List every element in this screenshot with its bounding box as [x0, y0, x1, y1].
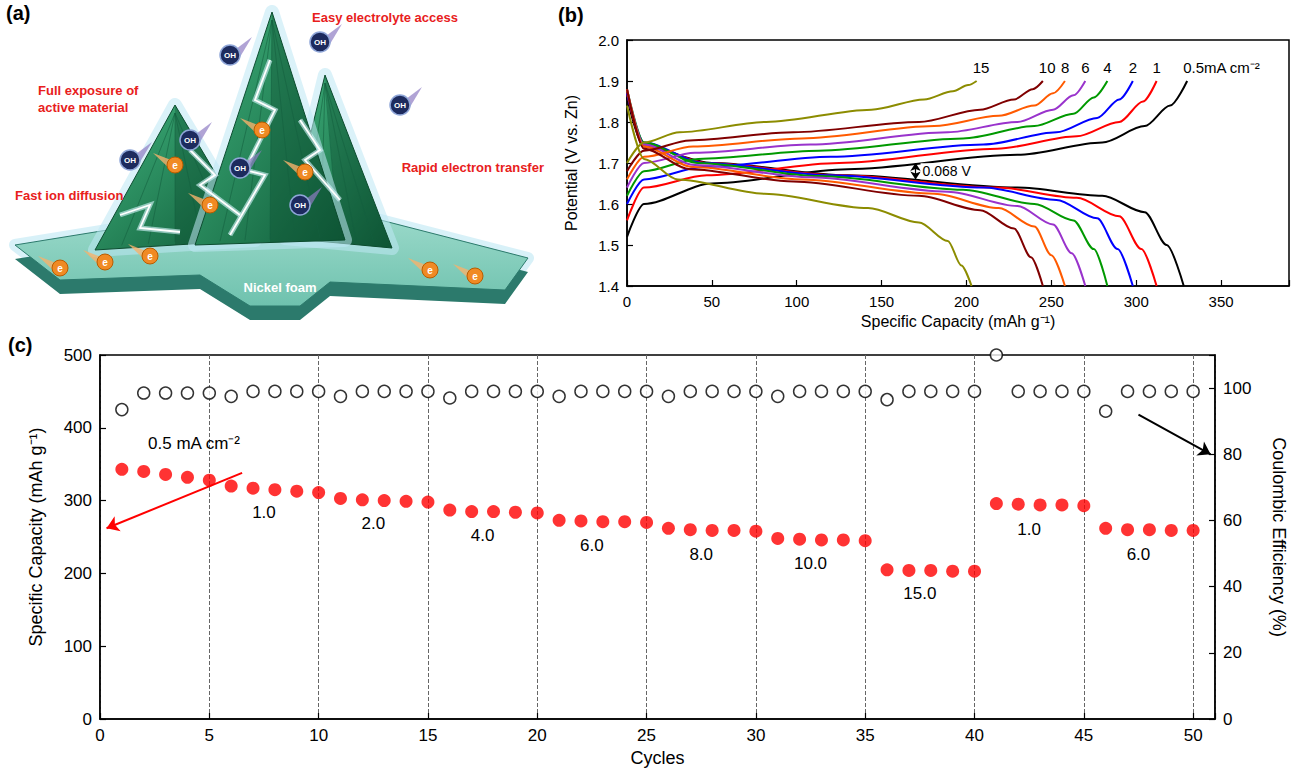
- svg-text:Rapid electron transfer: Rapid electron transfer: [402, 160, 544, 175]
- svg-text:1.7: 1.7: [598, 155, 619, 172]
- svg-text:0.5 mA cm⁻²: 0.5 mA cm⁻²: [148, 434, 240, 453]
- svg-text:e: e: [57, 263, 63, 274]
- svg-text:300: 300: [64, 491, 92, 510]
- svg-text:1.4: 1.4: [598, 278, 619, 295]
- svg-text:Nickel foam: Nickel foam: [244, 280, 317, 295]
- svg-text:50: 50: [704, 293, 721, 310]
- svg-text:8: 8: [1061, 59, 1069, 76]
- svg-text:OH: OH: [234, 164, 246, 173]
- html-text:(b): (b): [558, 4, 584, 26]
- svg-text:1.8: 1.8: [598, 114, 619, 131]
- svg-text:60: 60: [1223, 511, 1242, 530]
- svg-text:15: 15: [418, 726, 437, 745]
- svg-text:1.6: 1.6: [598, 196, 619, 213]
- svg-text:Specific Capacity (mAh g⁻¹): Specific Capacity (mAh g⁻¹): [861, 313, 1055, 330]
- svg-text:e: e: [472, 271, 478, 282]
- svg-text:10: 10: [1039, 59, 1056, 76]
- svg-text:1.0: 1.0: [252, 503, 276, 522]
- svg-text:350: 350: [1209, 293, 1234, 310]
- svg-text:2: 2: [1129, 59, 1137, 76]
- svg-text:50: 50: [1184, 726, 1203, 745]
- svg-text:40: 40: [1223, 577, 1242, 596]
- svg-text:active material: active material: [38, 100, 128, 115]
- svg-text:100: 100: [1223, 379, 1251, 398]
- svg-text:Full exposure of: Full exposure of: [38, 83, 139, 98]
- svg-text:0: 0: [1223, 710, 1232, 729]
- svg-text:0: 0: [623, 293, 631, 310]
- svg-text:35: 35: [856, 726, 875, 745]
- svg-text:20: 20: [1223, 643, 1242, 662]
- svg-text:0: 0: [83, 710, 92, 729]
- svg-text:e: e: [102, 257, 108, 268]
- svg-text:500: 500: [64, 346, 92, 365]
- svg-text:1.9: 1.9: [598, 73, 619, 90]
- svg-text:10.0: 10.0: [794, 554, 827, 573]
- svg-text:Easy electrolyte access: Easy electrolyte access: [312, 10, 458, 25]
- svg-text:6.0: 6.0: [1127, 545, 1151, 564]
- svg-text:e: e: [147, 251, 153, 262]
- svg-text:30: 30: [746, 726, 765, 745]
- svg-text:10: 10: [309, 726, 328, 745]
- svg-text:OH: OH: [124, 156, 136, 165]
- svg-text:e: e: [427, 265, 433, 276]
- svg-text:1.5: 1.5: [598, 237, 619, 254]
- svg-text:2.0: 2.0: [361, 514, 385, 533]
- svg-text:40: 40: [965, 726, 984, 745]
- svg-text:6.0: 6.0: [580, 536, 604, 555]
- svg-text:e: e: [207, 200, 213, 211]
- svg-text:25: 25: [637, 726, 656, 745]
- svg-text:Specific Capacity (mAh g⁻¹): Specific Capacity (mAh g⁻¹): [26, 427, 46, 646]
- svg-text:Potential (V vs. Zn): Potential (V vs. Zn): [563, 95, 580, 231]
- svg-text:5: 5: [205, 726, 214, 745]
- svg-text:150: 150: [869, 293, 894, 310]
- svg-text:0: 0: [95, 726, 104, 745]
- svg-text:4.0: 4.0: [471, 526, 495, 545]
- svg-text:OH: OH: [314, 38, 326, 47]
- html-text:(a): (a): [6, 2, 31, 24]
- svg-text:15: 15: [973, 59, 990, 76]
- svg-text:OH: OH: [294, 201, 306, 210]
- svg-text:250: 250: [1039, 293, 1064, 310]
- svg-text:OH: OH: [224, 51, 236, 60]
- svg-text:15.0: 15.0: [903, 584, 936, 603]
- svg-text:200: 200: [954, 293, 979, 310]
- svg-text:45: 45: [1074, 726, 1093, 745]
- svg-text:e: e: [302, 167, 308, 178]
- svg-text:Coulombic Efficiency (%): Coulombic Efficiency (%): [1269, 437, 1289, 637]
- svg-text:200: 200: [64, 564, 92, 583]
- svg-text:1: 1: [1153, 59, 1161, 76]
- svg-text:100: 100: [784, 293, 809, 310]
- html-text:(c): (c): [8, 334, 33, 356]
- svg-text:0.5mA cm⁻²: 0.5mA cm⁻²: [1183, 59, 1260, 76]
- svg-text:100: 100: [64, 637, 92, 656]
- svg-text:8.0: 8.0: [689, 545, 713, 564]
- svg-text:Cycles: Cycles: [630, 748, 684, 768]
- svg-text:OH: OH: [184, 136, 196, 145]
- svg-text:e: e: [172, 160, 178, 171]
- svg-text:400: 400: [64, 418, 92, 437]
- svg-text:20: 20: [528, 726, 547, 745]
- svg-text:2.0: 2.0: [598, 32, 619, 49]
- svg-text:6: 6: [1081, 59, 1089, 76]
- svg-text:0.068 V: 0.068 V: [923, 163, 972, 179]
- svg-text:e: e: [259, 125, 265, 136]
- svg-text:OH: OH: [394, 101, 406, 110]
- svg-text:300: 300: [1124, 293, 1149, 310]
- svg-text:80: 80: [1223, 445, 1242, 464]
- svg-text:4: 4: [1103, 59, 1111, 76]
- svg-text:1.0: 1.0: [1017, 520, 1041, 539]
- svg-text:Fast ion diffusion: Fast ion diffusion: [15, 188, 123, 203]
